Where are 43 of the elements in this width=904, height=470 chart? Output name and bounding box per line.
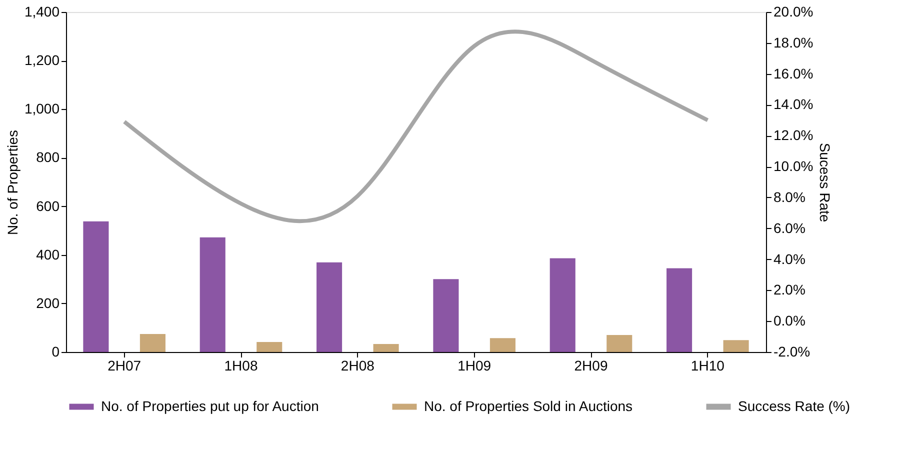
y2-tick-label: 16.0% — [774, 65, 814, 82]
bar — [723, 340, 749, 352]
y2-tick-label: 0.0% — [774, 312, 806, 329]
y-tick-label: 600 — [36, 198, 60, 214]
y2-tick-label: 10.0% — [774, 158, 814, 174]
y-tick-label: 800 — [36, 149, 60, 166]
y-tick-label: 1,400 — [24, 4, 60, 20]
y-tick-label: 0 — [52, 344, 60, 360]
bar — [200, 237, 226, 352]
y2-tick-label: 12.0% — [774, 127, 814, 144]
x-tick-label: 2H08 — [340, 358, 375, 374]
x-tick-label: 1H10 — [690, 358, 725, 374]
y-axis-title: No. of Properties — [4, 130, 20, 236]
bar — [140, 334, 166, 352]
bar — [83, 221, 109, 352]
y-tick-label: 1,000 — [24, 100, 60, 117]
y2-tick-label: -2.0% — [774, 344, 810, 360]
bar — [550, 258, 576, 352]
y2-tick-label: 4.0% — [774, 250, 806, 267]
bar — [316, 262, 342, 352]
legend-label: Success Rate (%) — [738, 398, 850, 414]
y-tick-label: 200 — [36, 294, 60, 311]
bar — [256, 342, 282, 352]
x-tick-label: 1H09 — [458, 358, 492, 374]
x-tick-label: 2H09 — [574, 358, 608, 374]
y2-tick-label: 20.0% — [774, 4, 814, 20]
x-tick-label: 2H07 — [108, 358, 142, 374]
y2-axis-title: Sucess Rate — [817, 142, 834, 222]
bar — [490, 338, 516, 352]
bar — [606, 335, 632, 352]
legend-label: No. of Properties Sold in Auctions — [424, 398, 633, 414]
bar — [373, 344, 399, 352]
y2-tick-label: 8.0% — [774, 188, 806, 205]
y2-tick-label: 2.0% — [774, 282, 806, 298]
y2-tick-label: 6.0% — [774, 220, 806, 236]
y2-tick-label: 18.0% — [774, 34, 814, 50]
y2-tick-label: 14.0% — [774, 96, 814, 112]
bar — [433, 279, 459, 352]
y-tick-label: 400 — [36, 246, 60, 262]
bar — [666, 268, 692, 352]
y-tick-label: 1,200 — [24, 52, 60, 68]
x-tick-label: 1H08 — [224, 358, 258, 374]
legend-label: No. of Properties put up for Auction — [101, 398, 319, 414]
